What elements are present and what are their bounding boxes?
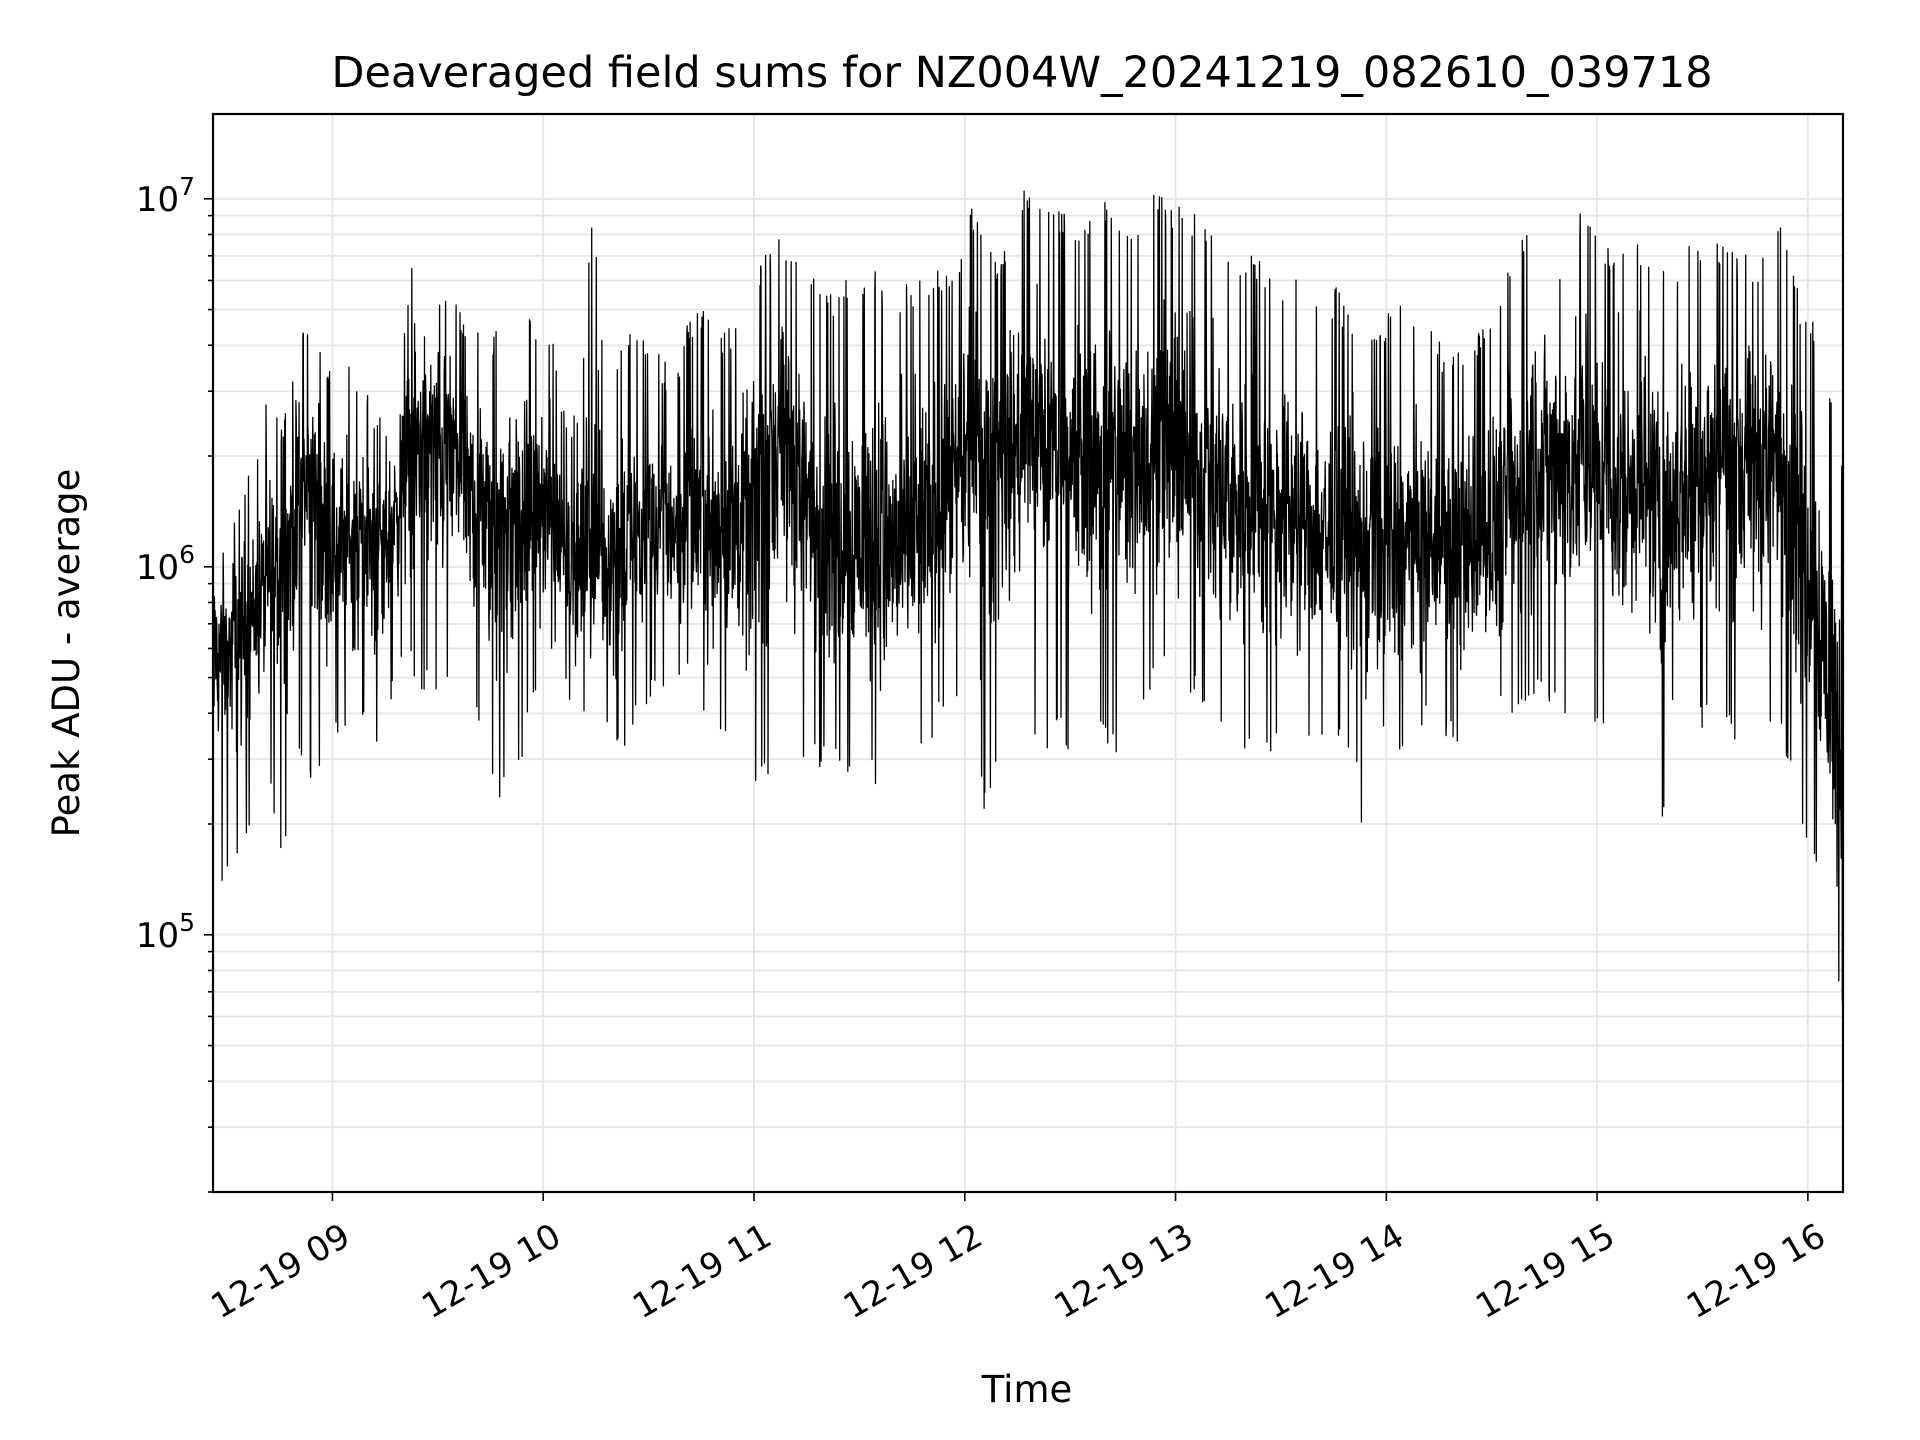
y-tick-label: 105 — [136, 908, 195, 956]
y-axis: 105 106 107 — [136, 172, 213, 1193]
plot-frame — [211, 112, 1845, 1194]
y-axis-label: Peak ADU - average — [45, 469, 88, 838]
chart-title: Deaveraged field sums for NZ004W_2024121… — [331, 48, 1712, 98]
series-line — [212, 190, 1844, 1145]
x-axis-label: Time — [981, 1368, 1073, 1411]
y-tick-label: 106 — [136, 540, 195, 588]
y-tick-label: 107 — [136, 172, 195, 220]
